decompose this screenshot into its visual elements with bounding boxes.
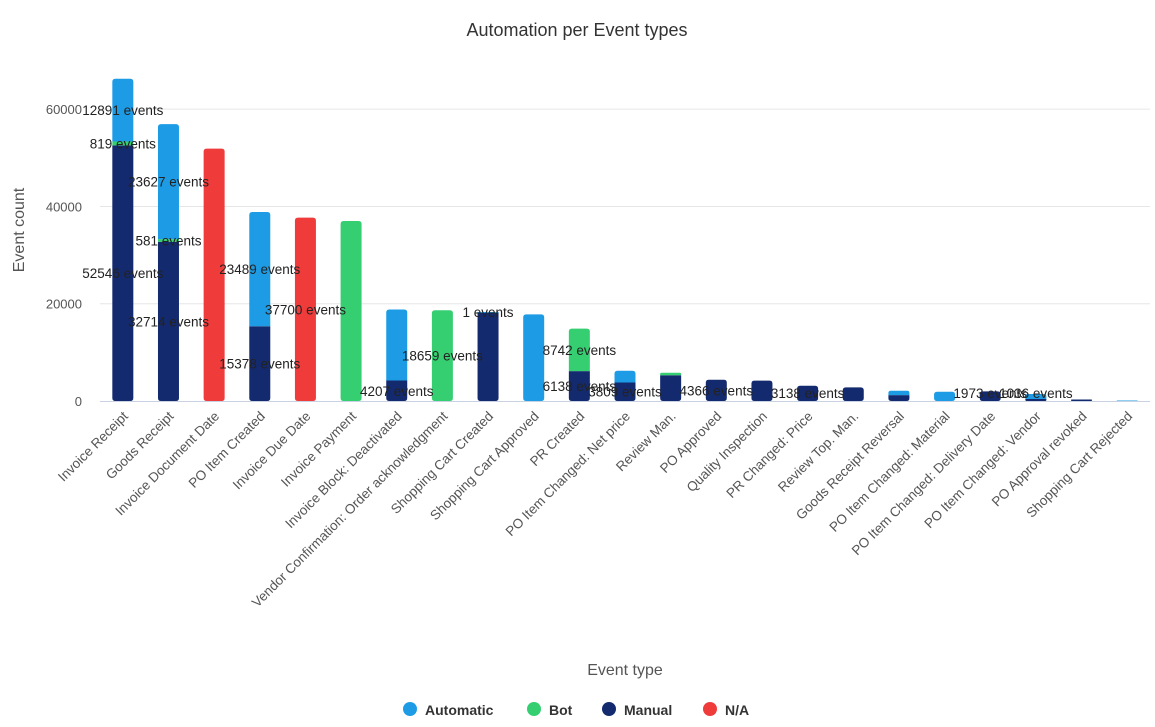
legend-marker <box>527 702 541 716</box>
bar-segment-manual[interactable] <box>386 380 408 401</box>
bar-segment-manual[interactable] <box>568 371 590 401</box>
bar-segment-bot[interactable] <box>568 328 590 372</box>
data-label: 3809 events <box>588 385 662 400</box>
y-tick-label: 20000 <box>46 297 82 312</box>
data-label: 18659 events <box>402 349 483 364</box>
legend-marker <box>703 702 717 716</box>
bar-segment-manual[interactable] <box>112 145 134 401</box>
bar-segment-bot[interactable] <box>660 372 682 376</box>
y-tick-label: 60000 <box>46 102 82 117</box>
data-label: 32714 events <box>128 314 209 329</box>
data-label: 6138 events <box>543 379 617 394</box>
bar-segment-manual[interactable] <box>614 382 636 401</box>
bar-segment-automatic[interactable] <box>112 78 134 142</box>
data-label: 23627 events <box>128 175 209 190</box>
data-label: 15378 events <box>219 357 300 372</box>
bar-segment-bot[interactable] <box>431 310 453 401</box>
bar-segment-manual[interactable] <box>157 241 179 401</box>
data-label: 1973 events <box>953 386 1027 401</box>
legend-marker <box>602 702 616 716</box>
x-tick-label: Quality Inspection <box>684 409 770 495</box>
gridlines <box>100 108 1150 305</box>
bar-segment-manual[interactable] <box>751 380 773 401</box>
bar-segment-automatic[interactable] <box>523 314 545 401</box>
bar-segment-automatic[interactable] <box>614 370 636 383</box>
x-tick-label: Review Top. Man. <box>775 409 861 495</box>
bar-segment-manual[interactable] <box>797 385 819 401</box>
legend[interactable]: Automatic Bot Manual N/A <box>403 702 749 718</box>
legend-label: Manual <box>624 702 672 718</box>
bar-segment-na[interactable] <box>203 148 225 401</box>
data-label: 23489 events <box>219 262 300 277</box>
data-label: 4366 events <box>680 383 754 398</box>
chart-title: Automation per Event types <box>466 20 687 40</box>
bar-segment-manual[interactable] <box>705 379 727 401</box>
legend-item-bot[interactable]: Bot <box>527 702 573 718</box>
bar-segment-bot[interactable] <box>112 141 134 146</box>
data-label: 4207 events <box>360 384 434 399</box>
data-labels: 12891 events 819 events 52546 events 23627 … <box>82 103 1073 401</box>
x-tick-label: PR Changed: Price <box>723 409 815 501</box>
bars <box>112 78 1138 402</box>
data-label: 1036 events <box>999 386 1073 401</box>
legend-label: N/A <box>725 702 749 718</box>
bar-segment-manual[interactable] <box>249 326 271 401</box>
x-tick-label: Invoice Due Date <box>230 409 314 493</box>
data-label: 819 events <box>90 136 156 151</box>
bar-segment-manual[interactable] <box>1071 399 1093 401</box>
data-label: 52546 events <box>82 266 163 281</box>
data-label: 37700 events <box>265 302 346 317</box>
data-label: 581 events <box>135 233 201 248</box>
bar-segment-manual[interactable] <box>477 311 499 401</box>
bar-segment-manual[interactable] <box>888 395 910 401</box>
bar-segment-manual[interactable] <box>1025 399 1047 401</box>
legend-item-na[interactable]: N/A <box>703 702 749 718</box>
x-axis-title: Event type <box>587 662 663 679</box>
data-label: 1 events <box>463 305 514 320</box>
bar-segment-bot[interactable] <box>157 239 179 242</box>
bar-segment-automatic[interactable] <box>249 211 271 327</box>
data-label: 3138 events <box>771 386 845 401</box>
bar-segment-manual[interactable] <box>842 387 864 401</box>
data-label: 12891 events <box>82 103 163 118</box>
bar-segment-automatic[interactable] <box>888 390 910 396</box>
bar-segment-manual[interactable] <box>979 391 1001 401</box>
bar-segment-na[interactable] <box>294 217 316 401</box>
legend-label: Automatic <box>425 702 494 718</box>
bar-segment-automatic[interactable] <box>934 391 956 401</box>
legend-item-automatic[interactable]: Automatic <box>403 702 494 718</box>
y-axis-title: Event count <box>11 187 28 272</box>
bar-segment-manual[interactable] <box>660 375 682 401</box>
bar-segment-automatic[interactable] <box>1025 394 1047 400</box>
legend-item-manual[interactable]: Manual <box>602 702 672 718</box>
y-tick-label: 0 <box>75 394 82 409</box>
bar-segment-bot[interactable] <box>340 221 362 401</box>
y-tick-label: 40000 <box>46 199 82 214</box>
bar-segment-automatic[interactable] <box>477 311 499 313</box>
legend-label: Bot <box>549 702 573 718</box>
bar-segment-automatic[interactable] <box>157 124 179 240</box>
bar-segment-automatic[interactable] <box>386 309 408 381</box>
legend-marker <box>403 702 417 716</box>
data-label: 8742 events <box>543 343 617 358</box>
y-axis-ticks: 0 20000 40000 60000 <box>46 102 82 409</box>
